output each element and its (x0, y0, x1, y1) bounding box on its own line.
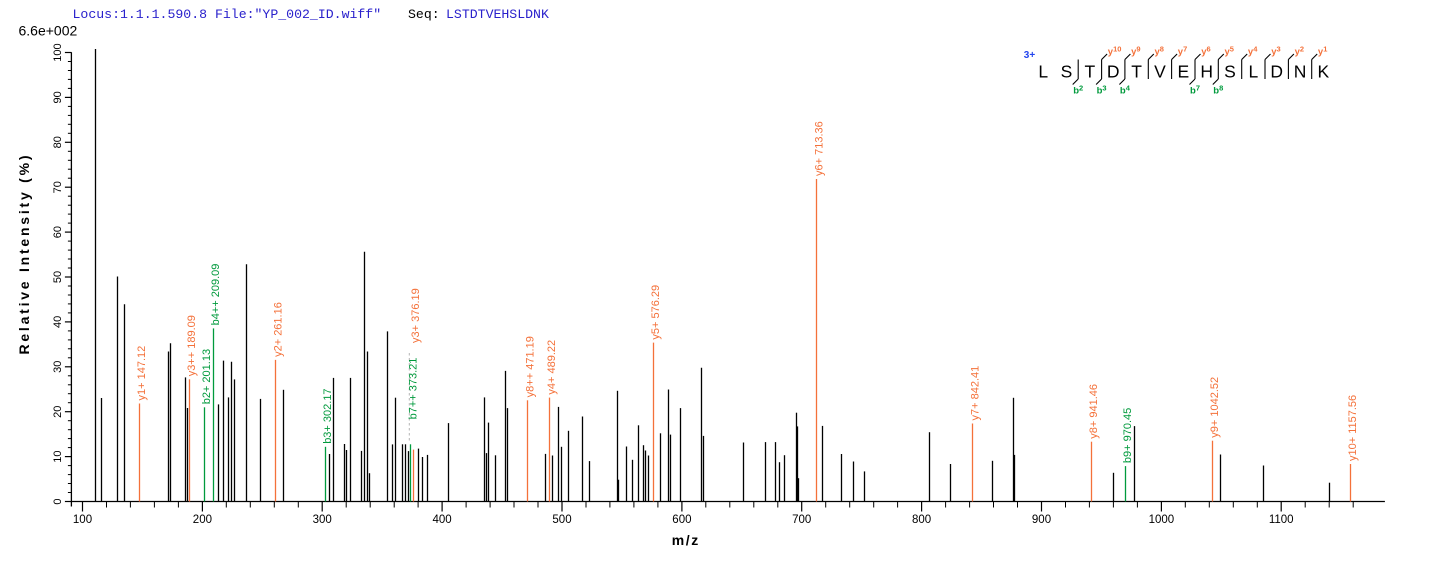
svg-text:T: T (1085, 61, 1096, 81)
svg-text:y8+ 941.46: y8+ 941.46 (1088, 384, 1100, 439)
svg-text:80: 80 (52, 136, 64, 148)
svg-text:b3: b3 (1097, 84, 1107, 97)
svg-text:800: 800 (912, 514, 931, 526)
svg-text:N: N (1294, 61, 1307, 81)
svg-text:D: D (1270, 61, 1283, 81)
svg-text:60: 60 (52, 226, 64, 238)
svg-text:40: 40 (52, 316, 64, 328)
svg-text:b2: b2 (1073, 84, 1083, 97)
svg-text:50: 50 (52, 271, 64, 283)
svg-text:y5: y5 (1225, 45, 1234, 58)
svg-text:y7+ 842.41: y7+ 842.41 (969, 366, 981, 421)
svg-text:100: 100 (73, 514, 92, 526)
svg-text:y3+ 376.19: y3+ 376.19 (410, 288, 422, 343)
svg-text:700: 700 (792, 514, 811, 526)
svg-text:y1+ 147.12: y1+ 147.12 (136, 346, 148, 401)
svg-text:Seq:: Seq: (408, 7, 440, 22)
svg-text:y6+ 713.36: y6+ 713.36 (814, 121, 826, 176)
svg-text:y3: y3 (1271, 45, 1280, 58)
svg-text:y3++ 189.09: y3++ 189.09 (186, 315, 198, 376)
svg-text:400: 400 (433, 514, 452, 526)
svg-text:b4: b4 (1120, 84, 1131, 97)
svg-text:b2+ 201.13: b2+ 201.13 (201, 349, 213, 404)
svg-text:D: D (1107, 61, 1120, 81)
svg-text:b7++ 373.21: b7++ 373.21 (408, 358, 420, 420)
svg-text:200: 200 (193, 514, 212, 526)
svg-text:y9: y9 (1131, 45, 1140, 58)
svg-text:90: 90 (52, 91, 64, 103)
svg-text:10: 10 (52, 450, 64, 462)
svg-text:y1: y1 (1318, 45, 1327, 58)
svg-text:6.6e+002: 6.6e+002 (19, 23, 78, 39)
svg-text:y8++ 471.19: y8++ 471.19 (525, 336, 537, 397)
svg-text:1100: 1100 (1269, 514, 1294, 526)
svg-text:300: 300 (313, 514, 332, 526)
svg-text:y2+ 261.16: y2+ 261.16 (273, 302, 285, 357)
svg-text:K: K (1318, 61, 1330, 81)
svg-text:S: S (1061, 61, 1073, 81)
svg-text:b8: b8 (1213, 84, 1223, 97)
svg-text:900: 900 (1032, 514, 1051, 526)
svg-text:b4++ 209.09: b4++ 209.09 (210, 264, 222, 326)
svg-text:y7: y7 (1178, 45, 1187, 58)
svg-text:y5+ 576.29: y5+ 576.29 (650, 285, 662, 340)
svg-text:b9+ 970.45: b9+ 970.45 (1122, 408, 1134, 463)
svg-text:L: L (1249, 61, 1259, 81)
svg-text:1000: 1000 (1149, 514, 1175, 526)
svg-text:b3+ 302.17: b3+ 302.17 (322, 388, 334, 443)
svg-text:0: 0 (52, 498, 64, 504)
svg-text:y4: y4 (1248, 45, 1258, 58)
svg-text:y6: y6 (1201, 45, 1210, 58)
svg-text:m/z: m/z (672, 532, 699, 548)
svg-text:70: 70 (52, 181, 64, 193)
svg-text:LSTDTVEHSLDNK: LSTDTVEHSLDNK (446, 7, 549, 22)
svg-text:y9+ 1042.52: y9+ 1042.52 (1209, 377, 1221, 438)
svg-text:100: 100 (52, 43, 64, 61)
svg-text:Locus:1.1.1.590.8 File:"YP_002: Locus:1.1.1.590.8 File:"YP_002_ID.wiff" (73, 7, 382, 22)
svg-text:H: H (1200, 61, 1213, 81)
svg-text:b7: b7 (1190, 84, 1200, 97)
svg-text:Relative Intensity (%): Relative Intensity (%) (16, 155, 32, 354)
svg-text:500: 500 (552, 514, 571, 526)
svg-text:S: S (1224, 61, 1236, 81)
svg-text:y10+ 1157.56: y10+ 1157.56 (1347, 395, 1359, 461)
svg-text:3+: 3+ (1024, 50, 1036, 61)
svg-text:E: E (1177, 61, 1189, 81)
svg-text:y4+ 489.22: y4+ 489.22 (546, 340, 558, 395)
svg-text:30: 30 (52, 361, 64, 373)
svg-text:20: 20 (52, 406, 64, 418)
svg-text:V: V (1154, 61, 1166, 81)
svg-text:y2: y2 (1295, 45, 1304, 58)
svg-text:T: T (1131, 61, 1142, 81)
svg-text:y8: y8 (1155, 45, 1164, 58)
svg-text:600: 600 (672, 514, 691, 526)
svg-text:L: L (1038, 61, 1048, 81)
